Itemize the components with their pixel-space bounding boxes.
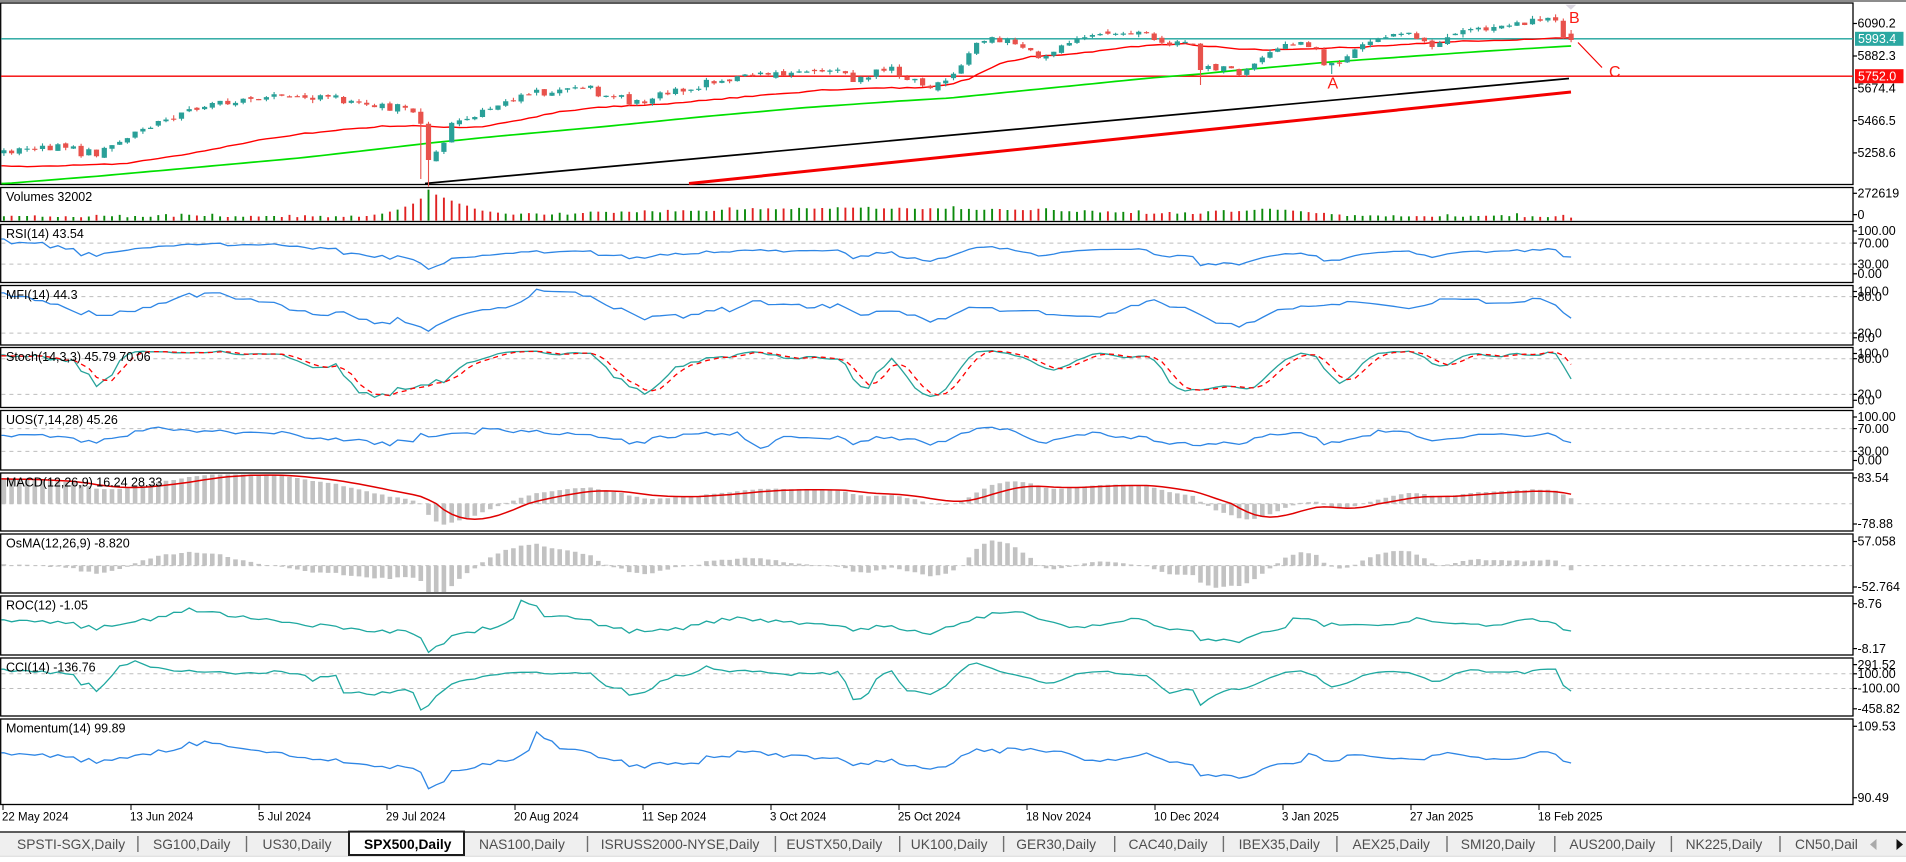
svg-text:25 Oct 2024: 25 Oct 2024 <box>898 812 961 824</box>
svg-text:ROC(12) -1.05: ROC(12) -1.05 <box>6 599 88 613</box>
svg-text:5882.3: 5882.3 <box>1858 49 1896 63</box>
svg-text:-78.88: -78.88 <box>1858 517 1893 531</box>
svg-text:100.00: 100.00 <box>1858 410 1896 424</box>
svg-text:5674.4: 5674.4 <box>1858 82 1896 96</box>
svg-text:0.00: 0.00 <box>1858 267 1882 281</box>
svg-text:SPSTI-SGX,Daily: SPSTI-SGX,Daily <box>17 837 125 852</box>
svg-text:SG100,Daily: SG100,Daily <box>153 837 231 852</box>
svg-text:30.00: 30.00 <box>1858 445 1889 459</box>
svg-text:272619: 272619 <box>1858 187 1900 201</box>
svg-text:-100.00: -100.00 <box>1858 682 1900 696</box>
svg-text:18 Nov 2024: 18 Nov 2024 <box>1026 812 1092 824</box>
svg-text:27 Jan 2025: 27 Jan 2025 <box>1410 812 1473 824</box>
svg-text:70.00: 70.00 <box>1858 236 1889 250</box>
svg-text:83.54: 83.54 <box>1858 471 1889 485</box>
svg-text:C: C <box>1609 64 1621 81</box>
svg-text:29 Jul 2024: 29 Jul 2024 <box>386 812 446 824</box>
svg-text:0.0: 0.0 <box>1858 331 1875 345</box>
svg-text:20 Aug 2024: 20 Aug 2024 <box>514 812 579 824</box>
svg-text:80.0: 80.0 <box>1858 290 1882 304</box>
svg-text:70.00: 70.00 <box>1858 422 1889 436</box>
svg-text:RSI(14) 43.54: RSI(14) 43.54 <box>6 227 84 241</box>
svg-text:US30,Daily: US30,Daily <box>263 837 332 852</box>
svg-text:20.0: 20.0 <box>1858 388 1882 402</box>
svg-text:0.00: 0.00 <box>1858 454 1882 468</box>
svg-text:Momentum(14) 99.89: Momentum(14) 99.89 <box>6 722 126 736</box>
svg-text:291.52: 291.52 <box>1858 658 1896 672</box>
svg-text:AUS200,Daily: AUS200,Daily <box>1569 837 1655 852</box>
svg-text:MFI(14) 44.3: MFI(14) 44.3 <box>6 288 78 302</box>
svg-text:EUSTX50,Daily: EUSTX50,Daily <box>786 837 882 852</box>
svg-text:80.0: 80.0 <box>1858 352 1882 366</box>
svg-text:5 Jul 2024: 5 Jul 2024 <box>258 812 312 824</box>
svg-text:13 Jun 2024: 13 Jun 2024 <box>130 812 194 824</box>
svg-text:100.0: 100.0 <box>1858 285 1889 299</box>
svg-text:SPX500,Daily: SPX500,Daily <box>364 837 452 852</box>
svg-text:3 Jan 2025: 3 Jan 2025 <box>1282 812 1339 824</box>
svg-text:SMI20,Daily: SMI20,Daily <box>1461 837 1535 852</box>
svg-text:AEX25,Daily: AEX25,Daily <box>1353 837 1431 852</box>
svg-text:CN50,Dail: CN50,Dail <box>1795 837 1858 852</box>
svg-text:Stoch(14,3,3) 45.79 70.06: Stoch(14,3,3) 45.79 70.06 <box>6 350 151 364</box>
svg-text:22 May 2024: 22 May 2024 <box>2 812 69 824</box>
svg-text:NK225,Daily: NK225,Daily <box>1686 837 1763 852</box>
svg-text:CAC40,Daily: CAC40,Daily <box>1129 837 1208 852</box>
svg-text:109.53: 109.53 <box>1858 720 1896 734</box>
svg-text:100.0: 100.0 <box>1858 347 1889 361</box>
svg-text:5752.0: 5752.0 <box>1858 69 1896 83</box>
svg-text:3 Oct 2024: 3 Oct 2024 <box>770 812 827 824</box>
svg-text:100.00: 100.00 <box>1858 224 1896 238</box>
svg-text:30.00: 30.00 <box>1858 257 1889 271</box>
svg-text:-52.764: -52.764 <box>1858 580 1900 594</box>
svg-text:MACD(12,26,9) 16.24 28.33: MACD(12,26,9) 16.24 28.33 <box>6 476 162 490</box>
svg-text:5258.6: 5258.6 <box>1858 146 1896 160</box>
svg-text:18 Feb 2025: 18 Feb 2025 <box>1538 812 1603 824</box>
svg-text:ISRUSS2000-NYSE,Daily: ISRUSS2000-NYSE,Daily <box>601 837 760 852</box>
svg-text:GER30,Daily: GER30,Daily <box>1016 837 1096 852</box>
svg-text:-8.17: -8.17 <box>1858 642 1887 656</box>
svg-text:57.058: 57.058 <box>1858 535 1896 549</box>
svg-text:CCI(14) -136.76: CCI(14) -136.76 <box>6 661 96 675</box>
svg-text:8.76: 8.76 <box>1858 597 1882 611</box>
svg-text:B: B <box>1569 10 1580 27</box>
svg-text:OsMA(12,26,9) -8.820: OsMA(12,26,9) -8.820 <box>6 537 130 551</box>
svg-text:5466.5: 5466.5 <box>1858 114 1896 128</box>
svg-text:UOS(7,14,28) 45.26: UOS(7,14,28) 45.26 <box>6 413 118 427</box>
svg-text:Volumes 32002: Volumes 32002 <box>6 190 92 204</box>
svg-text:5993.4: 5993.4 <box>1858 32 1896 46</box>
svg-text:6090.2: 6090.2 <box>1858 17 1896 31</box>
svg-text:11 Sep 2024: 11 Sep 2024 <box>642 812 707 824</box>
svg-text:90.49: 90.49 <box>1858 791 1889 805</box>
svg-text:A: A <box>1328 76 1339 93</box>
svg-text:0: 0 <box>1858 208 1865 222</box>
svg-text:100.00: 100.00 <box>1858 667 1896 681</box>
svg-text:NAS100,Daily: NAS100,Daily <box>479 837 565 852</box>
svg-text:IBEX35,Daily: IBEX35,Daily <box>1239 837 1320 852</box>
svg-text:-458.82: -458.82 <box>1858 702 1900 716</box>
svg-text:0.0: 0.0 <box>1858 394 1875 408</box>
svg-text:20.0: 20.0 <box>1858 326 1882 340</box>
svg-text:UK100,Daily: UK100,Daily <box>911 837 988 852</box>
svg-text:10 Dec 2024: 10 Dec 2024 <box>1154 812 1220 824</box>
